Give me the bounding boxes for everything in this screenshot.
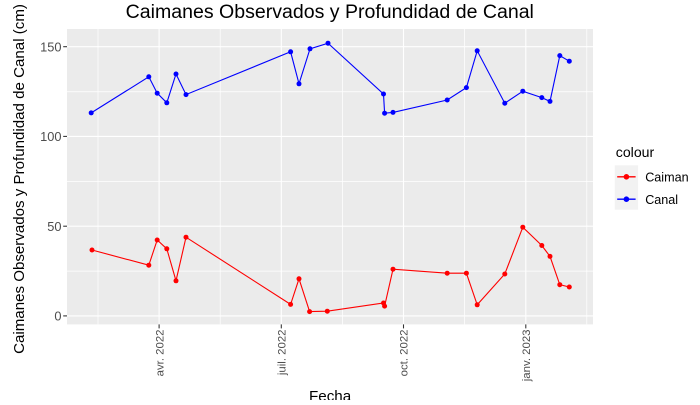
svg-text:juil. 2022: juil. 2022 xyxy=(277,330,289,377)
svg-text:Caimanes Observados y Profundi: Caimanes Observados y Profundidad de Can… xyxy=(11,4,28,354)
svg-text:Fecha: Fecha xyxy=(309,388,352,400)
svg-text:Canal: Canal xyxy=(645,193,678,207)
svg-text:avr. 2022: avr. 2022 xyxy=(154,330,166,377)
svg-text:janv. 2023: janv. 2023 xyxy=(521,330,533,383)
svg-text:50: 50 xyxy=(47,219,61,234)
svg-text:oct. 2022: oct. 2022 xyxy=(399,330,411,377)
svg-text:Caiman: Caiman xyxy=(645,170,688,184)
svg-text:colour: colour xyxy=(616,144,655,160)
svg-text:150: 150 xyxy=(40,39,61,54)
svg-text:Caimanes Observados y Profundi: Caimanes Observados y Profundidad de Can… xyxy=(126,1,534,23)
svg-text:100: 100 xyxy=(40,129,61,144)
svg-text:0: 0 xyxy=(54,309,61,324)
